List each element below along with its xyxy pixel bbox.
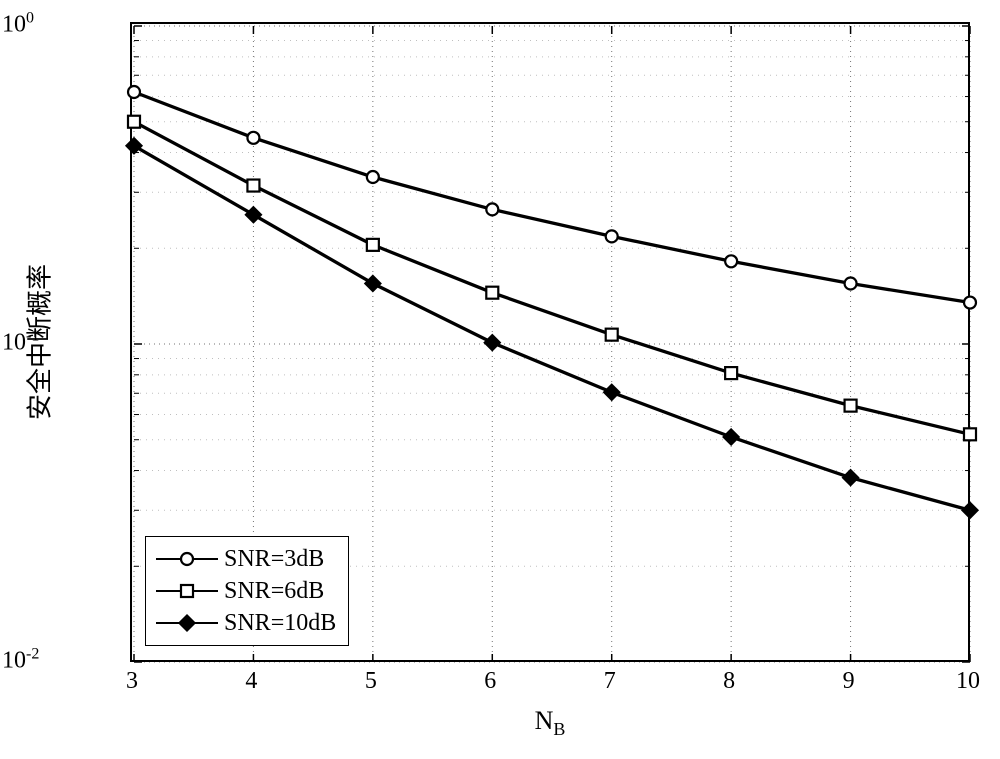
legend-sample xyxy=(156,580,218,602)
legend-label: SNR=3dB xyxy=(224,546,324,573)
y-tick-label: 100 xyxy=(2,10,120,39)
x-tick-label: 4 xyxy=(245,668,257,695)
x-axis-label: NB xyxy=(535,706,566,740)
legend-item: SNR=3dB xyxy=(156,543,336,575)
y-tick-label: 10-1 xyxy=(2,328,120,357)
legend-label: SNR=6dB xyxy=(224,578,324,605)
figure: 安全中断概率 10010-110-2 345678910 NB SNR=3dBS… xyxy=(0,0,1000,759)
x-tick-label: 7 xyxy=(604,668,616,695)
x-tick-label: 8 xyxy=(723,668,735,695)
legend-item: SNR=10dB xyxy=(156,607,336,639)
legend: SNR=3dB SNR=6dB SNR=10dB xyxy=(145,536,349,646)
x-tick-labels: 3 4 5 6 7 8 9 10 xyxy=(0,668,1000,708)
legend-label: SNR=10dB xyxy=(224,610,336,637)
legend-sample xyxy=(156,548,218,570)
x-tick-label: 3 xyxy=(126,668,138,695)
legend-item: SNR=6dB xyxy=(156,575,336,607)
x-tick-label: 9 xyxy=(843,668,855,695)
y-tick-labels: 10010-110-2 xyxy=(0,0,120,759)
x-tick-label: 5 xyxy=(365,668,377,695)
x-tick-label: 10 xyxy=(956,668,980,695)
legend-sample xyxy=(156,612,218,634)
x-tick-label: 6 xyxy=(484,668,496,695)
